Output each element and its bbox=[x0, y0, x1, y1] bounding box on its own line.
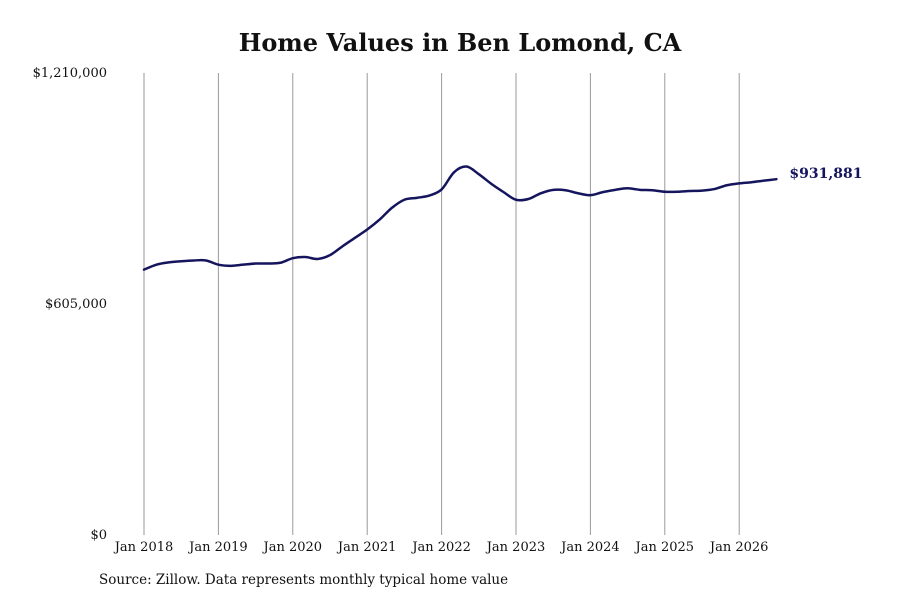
end-value-label: $931,881 bbox=[789, 166, 862, 182]
y-axis-tick-labels: $0 $605,000 $1,210,000 bbox=[33, 66, 107, 543]
y-tick-label: $1,210,000 bbox=[33, 66, 107, 81]
x-tick-label: Jan 2021 bbox=[336, 540, 397, 555]
x-tick-label: Jan 2024 bbox=[559, 540, 620, 555]
x-tick-label: Jan 2026 bbox=[708, 540, 769, 555]
x-tick-label: Jan 2025 bbox=[634, 540, 695, 555]
x-tick-label: Jan 2019 bbox=[187, 540, 248, 555]
source-note: Source: Zillow. Data represents monthly … bbox=[99, 572, 509, 588]
chart-title: Home Values in Ben Lomond, CA bbox=[238, 28, 682, 57]
x-tick-label: Jan 2022 bbox=[410, 540, 471, 555]
x-tick-label: Jan 2020 bbox=[262, 540, 323, 555]
end-value-label-layer: $931,881 bbox=[789, 166, 862, 182]
x-tick-label: Jan 2018 bbox=[113, 540, 174, 555]
y-tick-label: $605,000 bbox=[45, 297, 107, 312]
x-axis-tick-labels: Jan 2018 Jan 2019 Jan 2020 Jan 2021 Jan 2022… bbox=[113, 540, 769, 555]
x-tick-label: Jan 2023 bbox=[485, 540, 546, 555]
series-line bbox=[142, 165, 778, 271]
y-tick-label: $0 bbox=[90, 528, 107, 543]
grid-lines bbox=[143, 73, 740, 535]
series-line-layer bbox=[142, 165, 778, 271]
